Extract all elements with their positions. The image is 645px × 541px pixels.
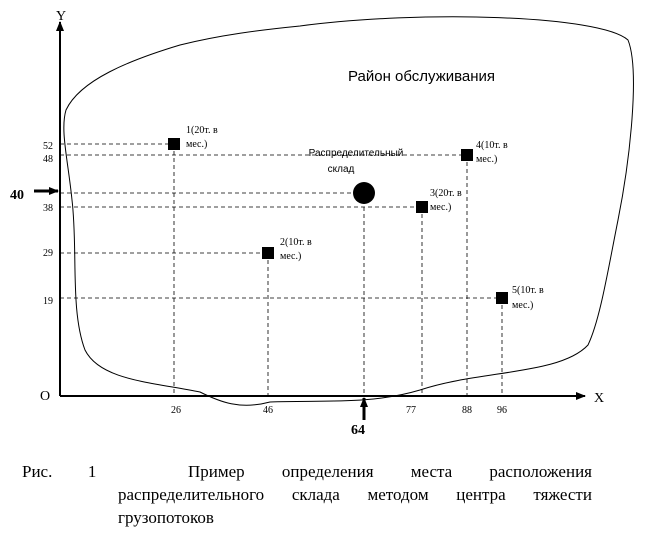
supplier-points: 1(20т. в мес.) 2(10т. в мес.) 3(20т. в м… [168, 125, 544, 311]
caption-word: распределительного [118, 485, 265, 504]
y-tick-52: 52 [43, 141, 53, 152]
point-2-marker [262, 247, 274, 259]
caption-fig: Рис. [22, 462, 53, 481]
service-area-outline [63, 16, 634, 406]
figure-caption: Рис. 1 Пример определения места располож… [22, 460, 592, 529]
point-1-marker [168, 138, 180, 150]
point-2-label-2: мес.) [280, 251, 301, 262]
y-tick-48: 48 [43, 154, 53, 165]
service-area-label: Район обслуживания [348, 68, 495, 85]
guide-lines [60, 143, 503, 396]
point-1-label: 1(20т. в [186, 125, 218, 136]
caption-word: тяжести [533, 485, 592, 504]
caption-word: склада [291, 485, 340, 504]
caption-word: места [410, 462, 453, 481]
point-3-label-2: мес.) [430, 202, 451, 213]
point-3-marker [416, 201, 428, 213]
y-tick-38: 38 [43, 203, 53, 214]
distribution-center-label: Распределительный [309, 148, 404, 159]
point-4-marker [461, 149, 473, 161]
x-tick-46: 46 [263, 405, 273, 416]
caption-words-1: Пример определения места расположения [188, 460, 592, 483]
caption-word: Пример [187, 462, 245, 481]
x-tick-77: 77 [406, 405, 416, 416]
y-tick-labels: 52 48 38 29 19 [43, 141, 53, 307]
x-axis-label: X [594, 391, 604, 406]
point-5-marker [496, 292, 508, 304]
point-5-label: 5(10т. в [512, 285, 544, 296]
caption-line-1: Рис. 1 Пример определения места располож… [22, 460, 592, 483]
caption-num: 1 [87, 462, 97, 481]
caption-word: центра [456, 485, 506, 504]
caption-word: определения [281, 462, 374, 481]
point-4-label-2: мес.) [476, 154, 497, 165]
y-tick-19: 19 [43, 296, 53, 307]
x-tick-labels: 26 46 77 88 96 [171, 405, 507, 416]
center-x-value: 64 [351, 423, 365, 438]
point-4-label: 4(10т. в [476, 140, 508, 151]
distribution-center-label-2: склад [328, 164, 355, 175]
caption-line-2: распределительного склада методом центра… [118, 483, 592, 506]
y-tick-29: 29 [43, 248, 53, 259]
distribution-center-marker [353, 182, 375, 204]
x-tick-26: 26 [171, 405, 181, 416]
point-1-label-2: мес.) [186, 139, 207, 150]
y-axis-label: Y [56, 9, 66, 24]
origin-label: O [40, 389, 50, 404]
caption-word: расположения [489, 462, 592, 481]
x-tick-96: 96 [497, 405, 507, 416]
center-y-value: 40 [10, 188, 24, 203]
caption-line-3: грузопотоков [118, 508, 214, 527]
x-tick-88: 88 [462, 405, 472, 416]
point-2-label: 2(10т. в [280, 237, 312, 248]
point-3-label: 3(20т. в [430, 188, 462, 199]
point-5-label-2: мес.) [512, 300, 533, 311]
caption-word: методом [367, 485, 429, 504]
